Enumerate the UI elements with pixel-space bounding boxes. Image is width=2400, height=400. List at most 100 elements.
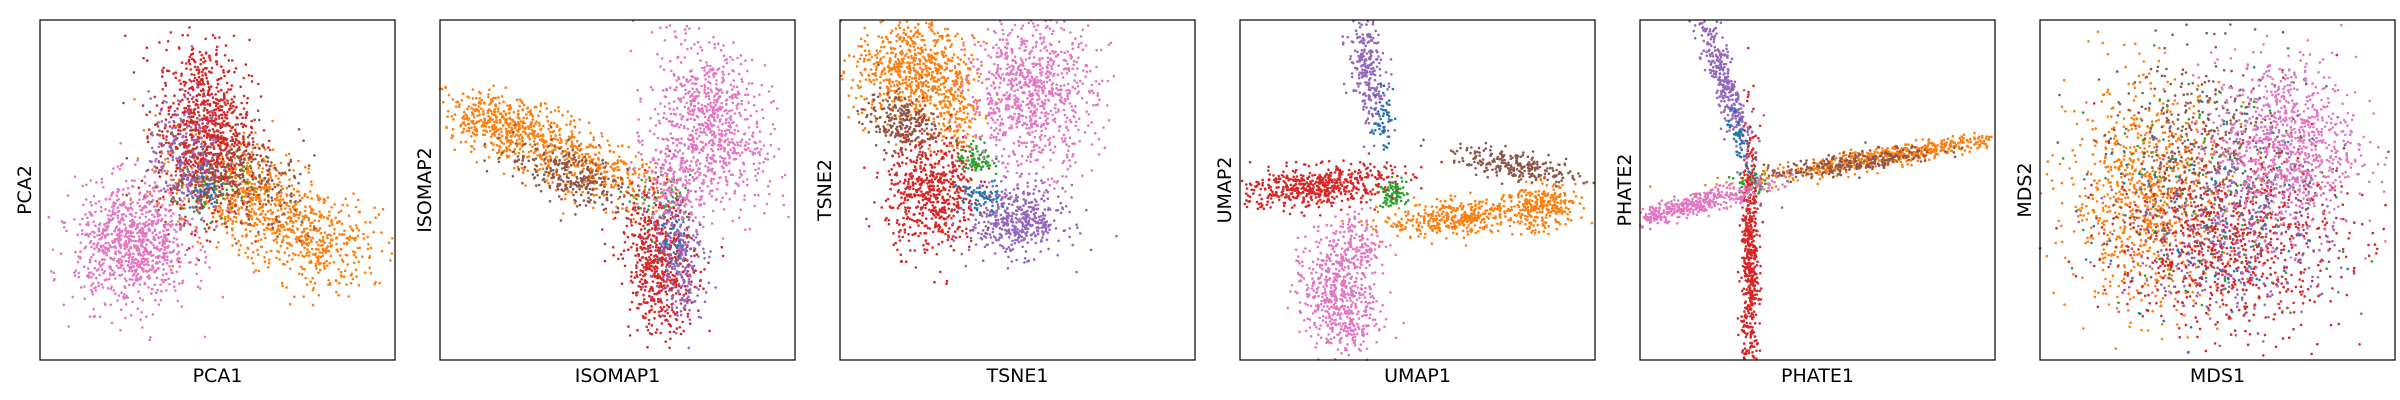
point bbox=[153, 181, 157, 184]
point bbox=[536, 132, 540, 136]
point bbox=[158, 260, 162, 264]
point bbox=[135, 224, 139, 227]
point bbox=[318, 227, 322, 230]
point bbox=[164, 223, 168, 226]
point bbox=[161, 134, 165, 137]
point bbox=[195, 78, 199, 82]
point bbox=[226, 163, 229, 167]
point bbox=[199, 58, 203, 61]
point bbox=[266, 210, 270, 213]
point bbox=[259, 188, 263, 192]
point bbox=[176, 243, 179, 246]
point bbox=[89, 179, 92, 182]
point bbox=[481, 133, 485, 137]
point bbox=[521, 167, 524, 170]
point bbox=[649, 253, 653, 257]
point bbox=[112, 258, 115, 262]
point bbox=[213, 184, 216, 188]
point bbox=[276, 228, 279, 232]
point bbox=[159, 298, 163, 302]
point bbox=[124, 226, 128, 230]
point bbox=[155, 166, 159, 170]
point bbox=[237, 253, 241, 257]
point bbox=[451, 134, 454, 137]
point bbox=[270, 222, 274, 226]
point bbox=[227, 150, 230, 153]
point bbox=[178, 196, 181, 200]
point bbox=[253, 202, 257, 206]
point bbox=[251, 262, 255, 265]
point bbox=[675, 318, 678, 322]
point bbox=[241, 153, 244, 157]
point bbox=[194, 263, 198, 266]
point bbox=[631, 187, 634, 190]
point bbox=[250, 182, 254, 186]
point bbox=[276, 198, 279, 202]
point bbox=[630, 224, 633, 227]
point bbox=[214, 180, 217, 183]
point bbox=[170, 174, 173, 177]
point bbox=[183, 93, 186, 96]
point bbox=[328, 241, 332, 245]
point bbox=[47, 215, 51, 219]
point bbox=[139, 228, 142, 232]
point bbox=[309, 224, 312, 228]
point bbox=[161, 244, 164, 247]
point bbox=[620, 176, 623, 180]
point bbox=[147, 286, 150, 289]
point bbox=[128, 212, 132, 216]
point bbox=[475, 97, 478, 100]
point bbox=[162, 280, 165, 284]
point bbox=[299, 172, 302, 176]
point bbox=[197, 201, 201, 204]
point bbox=[319, 231, 323, 235]
point bbox=[211, 96, 215, 99]
point bbox=[283, 251, 287, 254]
point bbox=[332, 261, 336, 264]
point bbox=[131, 258, 134, 261]
point bbox=[515, 139, 519, 142]
point bbox=[263, 228, 266, 232]
point bbox=[220, 165, 224, 169]
point bbox=[256, 143, 259, 146]
point bbox=[255, 217, 259, 220]
point bbox=[285, 247, 289, 250]
point bbox=[309, 239, 313, 242]
point bbox=[237, 239, 240, 243]
point bbox=[161, 263, 165, 266]
point bbox=[573, 156, 576, 159]
point bbox=[451, 127, 455, 131]
point bbox=[495, 116, 498, 119]
point bbox=[643, 227, 647, 230]
point bbox=[638, 222, 641, 225]
point bbox=[708, 329, 711, 333]
point bbox=[606, 190, 609, 194]
point bbox=[552, 160, 556, 164]
point bbox=[309, 228, 312, 232]
point bbox=[317, 229, 321, 232]
point bbox=[300, 234, 303, 238]
point bbox=[567, 153, 571, 157]
point bbox=[527, 150, 531, 154]
point bbox=[537, 135, 540, 138]
point bbox=[277, 191, 281, 194]
point bbox=[648, 179, 652, 183]
point bbox=[476, 114, 480, 117]
point bbox=[102, 271, 105, 275]
point bbox=[250, 151, 254, 154]
point bbox=[169, 153, 172, 157]
point bbox=[569, 185, 572, 188]
point bbox=[319, 262, 323, 265]
point bbox=[305, 243, 309, 247]
point bbox=[227, 59, 231, 62]
point bbox=[655, 243, 658, 247]
point bbox=[642, 298, 646, 301]
point bbox=[153, 170, 156, 174]
point bbox=[166, 255, 169, 258]
point bbox=[134, 239, 138, 243]
point bbox=[226, 110, 229, 114]
point bbox=[166, 157, 170, 160]
point bbox=[487, 126, 491, 129]
point bbox=[77, 271, 81, 275]
point bbox=[148, 110, 152, 114]
